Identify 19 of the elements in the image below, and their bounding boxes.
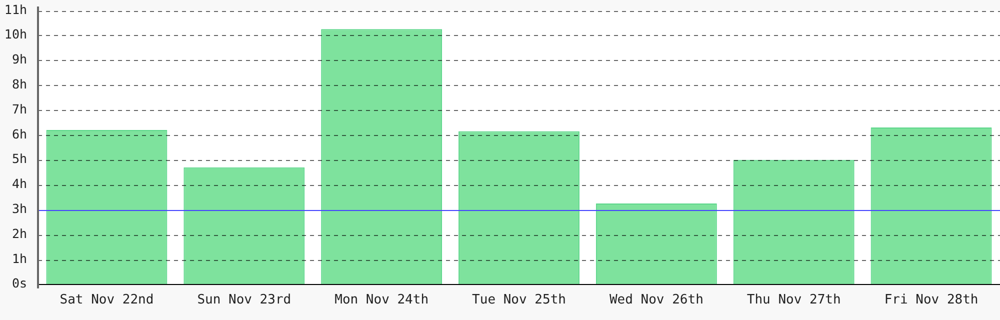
x-tick-label: Fri Nov 28th [884, 292, 978, 308]
y-tick-label: 6h [12, 126, 27, 142]
y-tick-label: 9h [12, 52, 27, 67]
x-tick-label: Tue Nov 25th [472, 292, 566, 308]
y-tick-label: 10h [4, 26, 27, 42]
y-tick-label: 1h [12, 250, 27, 266]
x-tick-label: Sun Nov 23rd [197, 292, 292, 308]
x-tick-label: Wed Nov 26th [609, 292, 704, 308]
x-tick-label: Sat Nov 22nd [60, 292, 154, 308]
y-tick-label: 11h [4, 2, 27, 17]
y-tick-label: 3h [12, 200, 27, 216]
x-tick-label: Thu Nov 27th [746, 292, 841, 308]
y-tick-label: 8h [12, 76, 27, 92]
x-tick-label: Mon Nov 24th [334, 292, 429, 308]
y-tick-label: 7h [12, 101, 27, 116]
y-tick-label: 2h [12, 226, 27, 241]
y-tick-label: 0s [12, 276, 27, 291]
y-tick-label: 4h [12, 176, 27, 192]
y-tick-label: 5h [12, 151, 27, 166]
